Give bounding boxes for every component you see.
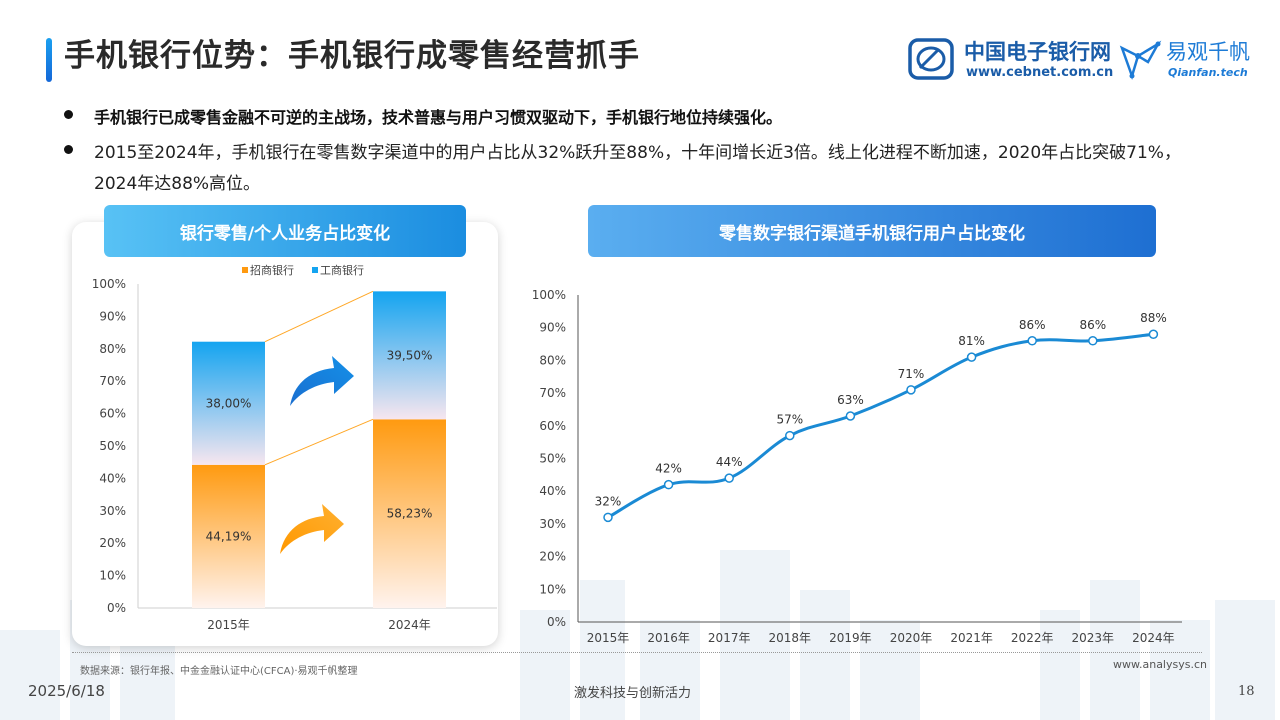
data-label: 42%: [655, 462, 682, 476]
y-tick-label: 50%: [539, 452, 566, 466]
data-point: [724, 473, 734, 483]
y-tick-label: 50%: [99, 439, 126, 453]
data-label: 32%: [595, 494, 622, 508]
data-label: 57%: [776, 413, 803, 427]
cebnet-logo-url: www.cebnet.com.cn: [966, 65, 1114, 80]
data-label: 86%: [1019, 318, 1046, 332]
line-chart: 0% 10% 20% 30% 40% 50% 60% 70% 80% 90% 100% 32% 2015…: [532, 288, 1182, 645]
x-tick-label: 2020年: [890, 631, 933, 645]
x-tick-label: 2021年: [950, 631, 993, 645]
qianfan-logo-text: 易观千帆: [1166, 40, 1250, 64]
y-tick-label: 60%: [99, 407, 126, 421]
y-tick-label: 0%: [547, 615, 566, 629]
data-label: 71%: [898, 367, 925, 381]
data-point: [785, 430, 795, 441]
data-label: 86%: [1079, 318, 1106, 332]
y-tick-label: 60%: [539, 419, 566, 433]
x-tick-label: 2019年: [829, 631, 872, 645]
bar-label-icbc: 39,50%: [387, 348, 433, 362]
data-label: 81%: [958, 334, 985, 348]
data-point: [845, 411, 856, 421]
bullet-text-2: 2015至2024年，手机银行在零售数字渠道中的用户占比从32%跃升至88%，十…: [94, 143, 1181, 194]
growth-arrow-orange-icon: [280, 504, 344, 554]
y-tick-label: 40%: [99, 471, 126, 485]
title-accent-bar: [46, 38, 52, 82]
legend-label: 工商银行: [320, 263, 364, 277]
connector-line: [264, 418, 374, 466]
y-tick-label: 30%: [99, 504, 126, 518]
data-source: 数据来源：银行年报、中金金融认证中心(CFCA)·易观千帆整理: [80, 666, 358, 677]
y-tick-label: 100%: [92, 277, 126, 291]
data-point: [1088, 336, 1098, 346]
data-point: [966, 352, 977, 362]
y-tick-label: 70%: [539, 386, 566, 400]
series-line: [607, 332, 1154, 519]
chart-legend: 招商银行 工商银行: [242, 263, 364, 277]
y-tick-label: 90%: [99, 309, 126, 323]
y-tick-label: 30%: [539, 517, 566, 531]
y-tick-label: 40%: [539, 484, 566, 498]
data-label: 44%: [716, 455, 743, 469]
data-point: [906, 385, 916, 395]
connector-line: [264, 290, 374, 343]
bar-label-cmb: 44,19%: [206, 529, 252, 543]
y-tick-label: 20%: [539, 550, 566, 564]
x-tick-label: 2015年: [207, 618, 250, 632]
y-tick-label: 100%: [532, 288, 566, 302]
growth-arrow-blue-icon: [290, 356, 354, 406]
stacked-bar-chart: 招商银行 工商银行 0% 10% 20% 30% 40% 50% 60% 70% 80% 90% 100…: [92, 263, 497, 632]
y-tick-label: 0%: [107, 601, 126, 615]
legend-label: 招商银行: [250, 263, 294, 277]
page-title: 手机银行位势：手机银行成零售经营抓手: [64, 38, 640, 74]
bar-cmb-2024年: [373, 419, 446, 608]
x-tick-label: 2015年: [587, 631, 630, 645]
y-tick-label: 10%: [99, 569, 126, 583]
x-tick-label: 2022年: [1011, 631, 1054, 645]
x-tick-label: 2024年: [1132, 631, 1175, 645]
x-tick-label: 2023年: [1072, 631, 1115, 645]
bar-icbc-2015年: [192, 341, 265, 465]
qianfan-logo-url: Qianfan.tech: [1168, 66, 1248, 79]
footer-slogan: 激发科技与创新活力: [574, 686, 692, 701]
bullet-dot: [64, 145, 73, 154]
y-tick-label: 90%: [539, 321, 566, 335]
y-tick-label: 10%: [539, 582, 566, 596]
data-point: [1027, 336, 1037, 346]
bar-label-icbc: 38,00%: [206, 396, 252, 410]
x-tick-label: 2024年: [388, 618, 431, 632]
y-tick-label: 20%: [99, 536, 126, 550]
qianfan-logo-icon: [1119, 40, 1162, 80]
data-point: [1148, 329, 1159, 339]
x-tick-label: 2018年: [769, 631, 812, 645]
data-point: [663, 479, 674, 490]
y-tick-label: 80%: [99, 342, 126, 356]
cebnet-logo-text: 中国电子银行网: [964, 40, 1111, 64]
y-tick-label: 70%: [99, 374, 126, 388]
bar-cmb-2015年: [192, 464, 265, 608]
y-tick-label: 80%: [539, 353, 566, 367]
right-chart-title: 零售数字银行渠道手机银行用户占比变化: [588, 205, 1156, 257]
data-point: [603, 512, 613, 523]
bar-label-cmb: 58,23%: [387, 507, 433, 521]
data-label: 63%: [837, 393, 864, 407]
bar-icbc-2024年: [373, 291, 446, 420]
cebnet-logo-icon: [908, 38, 954, 80]
x-tick-label: 2017年: [708, 631, 751, 645]
left-chart-title: 银行零售/个人业务占比变化: [104, 205, 466, 257]
legend-swatch: [242, 267, 248, 273]
report-date: 2025/6/18: [28, 682, 105, 700]
page-number: 18: [1238, 684, 1255, 699]
bullet-text-1: 手机银行已成零售金融不可逆的主战场，技术普惠与用户习惯双驱动下，手机银行地位持续…: [94, 108, 783, 127]
footer-divider: [72, 652, 1202, 653]
analysys-url: www.analysys.cn: [1113, 658, 1207, 671]
bullet-dot: [64, 110, 73, 119]
data-label: 88%: [1140, 311, 1167, 325]
x-tick-label: 2016年: [647, 631, 690, 645]
legend-swatch: [312, 267, 318, 273]
